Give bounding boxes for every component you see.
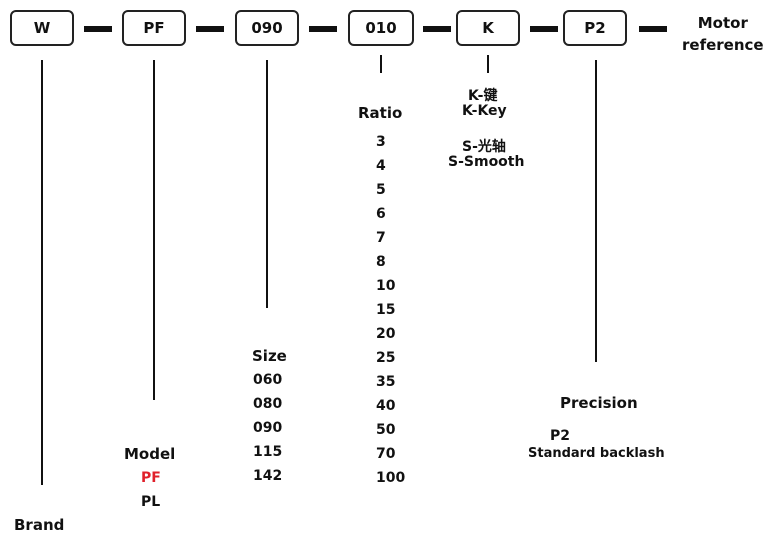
ratio-option: 20 (376, 322, 405, 346)
precision-code: P2 (550, 428, 570, 444)
model-title: Model (124, 445, 175, 463)
shaft-key-en: K-Key (462, 103, 507, 119)
ratio-title: Ratio (358, 104, 402, 122)
size-option: 060 (253, 368, 282, 392)
ratio-option: 5 (376, 178, 405, 202)
connector-model (153, 60, 155, 400)
ratio-option: 6 (376, 202, 405, 226)
ratio-option: 8 (376, 250, 405, 274)
connector-brand (41, 60, 43, 485)
ratio-options: 3 4 5 6 7 8 10 15 20 25 35 40 50 70 100 (376, 130, 405, 490)
ratio-option: 25 (376, 346, 405, 370)
connector-precision (595, 60, 597, 362)
size-option: 080 (253, 392, 282, 416)
ratio-option: 7 (376, 226, 405, 250)
model-option-pf: PF (141, 470, 161, 486)
ratio-option: 40 (376, 394, 405, 418)
motor-reference-line2: reference (682, 34, 764, 56)
ratio-option: 3 (376, 130, 405, 154)
ratio-option: 50 (376, 418, 405, 442)
separator-dash (639, 26, 667, 32)
motor-reference-line1: Motor (682, 12, 764, 34)
connector-ratio (380, 55, 382, 73)
shaft-smooth-en: S-Smooth (448, 154, 524, 170)
code-box-ratio: 010 (348, 10, 414, 46)
size-title: Size (252, 347, 287, 365)
separator-dash (84, 26, 112, 32)
separator-dash (196, 26, 224, 32)
separator-dash (530, 26, 558, 32)
model-option-pl: PL (141, 494, 160, 510)
separator-dash (309, 26, 337, 32)
ratio-option: 70 (376, 442, 405, 466)
motor-reference-label: Motor reference (682, 12, 764, 56)
brand-title: Brand (14, 516, 64, 534)
precision-description: Standard backlash (528, 446, 665, 461)
size-option: 090 (253, 416, 282, 440)
size-option: 142 (253, 464, 282, 488)
ratio-option: 35 (376, 370, 405, 394)
precision-title: Precision (560, 394, 638, 412)
ratio-option: 100 (376, 466, 405, 490)
code-box-brand: W (10, 10, 74, 46)
ratio-option: 10 (376, 274, 405, 298)
connector-size (266, 60, 268, 308)
shaft-smooth-cn: S-光轴 (462, 136, 506, 156)
code-box-size: 090 (235, 10, 299, 46)
code-box-model: PF (122, 10, 186, 46)
size-options: 060 080 090 115 142 (253, 368, 282, 488)
ratio-option: 15 (376, 298, 405, 322)
size-option: 115 (253, 440, 282, 464)
code-box-precision: P2 (563, 10, 627, 46)
connector-shaft (487, 55, 489, 73)
shaft-key-cn: K-键 (468, 85, 497, 105)
ratio-option: 4 (376, 154, 405, 178)
code-box-shaft: K (456, 10, 520, 46)
separator-dash (423, 26, 451, 32)
